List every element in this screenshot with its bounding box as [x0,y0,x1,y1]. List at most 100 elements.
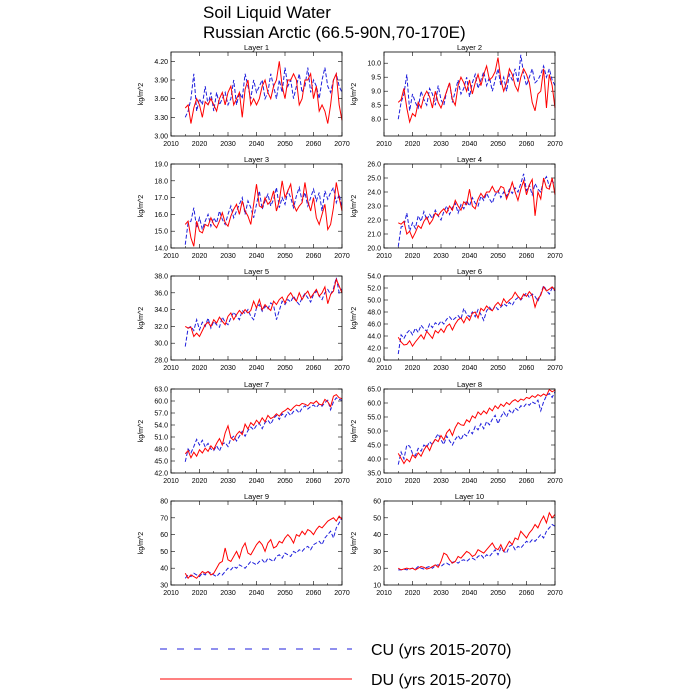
x-tick-label: 2050 [277,365,293,372]
x-tick-label: 2070 [334,365,350,372]
series-line-cu [184,517,343,579]
y-tick-label: 10.0 [367,61,381,68]
x-tick-label: 2070 [334,141,350,148]
y-tick-label: 50 [160,549,168,556]
panel-title: Layer 8 [457,380,482,389]
x-tick-label: 2020 [192,478,208,485]
legend-label-cu: CU (yrs 2015-2070) [371,642,512,659]
x-tick-label: 2070 [334,253,350,260]
legend-label-du: DU (yrs 2015-2070) [371,672,512,689]
panel-layer-7: Layer 7 kg/m^2 42.0 45.0 48.0 51.0 54.0 57.0 60.… [138,380,350,485]
y-tick-label: 65.0 [367,387,381,394]
x-tick-label: 2060 [306,365,322,372]
x-tick-label: 2070 [547,590,563,597]
panel-layer-2: Layer 2 kg/m^2 8.0 8.5 9.0 9.5 10.0 2010 2020 203… [351,43,563,148]
y-tick-label: 4.20 [154,59,168,66]
y-tick-label: 60.0 [154,399,168,406]
panel-layer-6: Layer 6 kg/m^2 40.0 42.0 44.0 46.0 48.0 50.0 52.… [351,267,563,372]
y-tick-label: 38.0 [154,274,168,281]
x-tick-label: 2030 [220,478,236,485]
panel-layer-5: Layer 5 kg/m^2 28.0 30.0 32.0 34.0 36.0 38.0 201… [138,267,350,372]
plot-frame [383,500,556,586]
y-tick-label: 44.0 [367,334,381,341]
panel-title: Layer 7 [244,380,269,389]
x-tick-label: 2050 [277,253,293,260]
x-tick-label: 2070 [547,478,563,485]
x-tick-label: 2040 [249,365,265,372]
series-line-cu [397,391,556,465]
y-tick-label: 70 [160,515,168,522]
y-tick-label: 35.0 [367,471,381,478]
y-axis-label: kg/m^2 [138,532,145,554]
y-tick-label: 63.0 [154,387,168,394]
y-tick-label: 28.0 [154,358,168,365]
x-tick-label: 2010 [376,478,392,485]
x-tick-label: 2040 [462,365,478,372]
x-tick-label: 2010 [163,590,179,597]
y-axis-label: kg/m^2 [351,83,358,105]
y-axis-label: kg/m^2 [351,532,358,554]
x-tick-label: 2040 [249,141,265,148]
x-tick-label: 2040 [249,253,265,260]
x-tick-label: 2050 [277,590,293,597]
x-tick-label: 2020 [405,365,421,372]
y-tick-label: 9.0 [371,89,381,96]
series-line-du [397,57,556,124]
y-tick-label: 40 [373,532,381,539]
y-tick-label: 16.0 [154,212,168,219]
y-tick-label: 52.0 [367,286,381,293]
x-tick-label: 2040 [462,141,478,148]
x-tick-label: 2060 [306,590,322,597]
panel-layer-4: Layer 4 kg/m^2 20.0 21.0 22.0 23.0 24.0 25.0 26.… [351,155,563,260]
x-tick-label: 2040 [249,590,265,597]
y-axis-label: kg/m^2 [138,420,145,442]
panel-title: Layer 3 [244,155,269,164]
legend-entry-du: DU (yrs 2015-2070) [160,672,512,689]
panel-layer-1: Layer 1 kg/m^2 3.00 3.30 3.60 3.90 4.20 2010 202… [138,43,350,148]
y-tick-label: 30.0 [154,341,168,348]
y-tick-label: 60.0 [367,401,381,408]
series-line-cu [184,277,343,347]
x-tick-label: 2040 [462,590,478,597]
y-tick-label: 3.00 [154,134,168,141]
panel-title: Layer 1 [244,43,269,52]
y-tick-label: 8.0 [371,117,381,124]
y-tick-label: 18.0 [154,178,168,185]
y-tick-label: 36.0 [154,290,168,297]
figure-subtitle: Russian Arctic (66.5-90N,70-170E) [203,23,466,42]
plot-frame [170,163,343,249]
y-tick-label: 46.0 [367,322,381,329]
plot-frame [170,51,343,137]
panel-layer-3: Layer 3 kg/m^2 14.0 15.0 16.0 17.0 18.0 19.0 201… [138,155,350,260]
y-tick-label: 45.0 [154,459,168,466]
y-tick-label: 3.60 [154,96,168,103]
y-tick-label: 60 [160,532,168,539]
y-tick-label: 22.0 [367,218,381,225]
series-line-du [184,515,343,580]
x-tick-label: 2050 [490,253,506,260]
x-tick-label: 2010 [163,365,179,372]
y-tick-label: 17.0 [154,195,168,202]
y-tick-label: 20 [373,566,381,573]
legend-entry-cu: CU (yrs 2015-2070) [160,642,512,659]
series-line-du [184,180,343,247]
x-tick-label: 2010 [163,141,179,148]
y-tick-label: 8.5 [371,103,381,110]
x-tick-label: 2050 [490,590,506,597]
plot-frame [383,163,556,249]
plot-frame [383,51,556,137]
x-tick-label: 2040 [462,253,478,260]
x-tick-label: 2030 [220,141,236,148]
panel-layer-8: Layer 8 kg/m^2 35.0 40.0 45.0 50.0 55.0 60.0 65.… [351,380,563,485]
panel-layer-9: Layer 9 kg/m^2 30 40 50 60 70 80 2010 2020 2030 204… [138,492,350,597]
y-axis-label: kg/m^2 [351,195,358,217]
y-tick-label: 48.0 [367,310,381,317]
panel-title: Layer 4 [457,155,482,164]
plot-frame [170,388,343,474]
series-line-du [184,61,343,124]
x-tick-label: 2030 [433,365,449,372]
y-tick-label: 50 [373,515,381,522]
plot-frame [383,388,556,474]
y-tick-label: 20.0 [367,246,381,253]
